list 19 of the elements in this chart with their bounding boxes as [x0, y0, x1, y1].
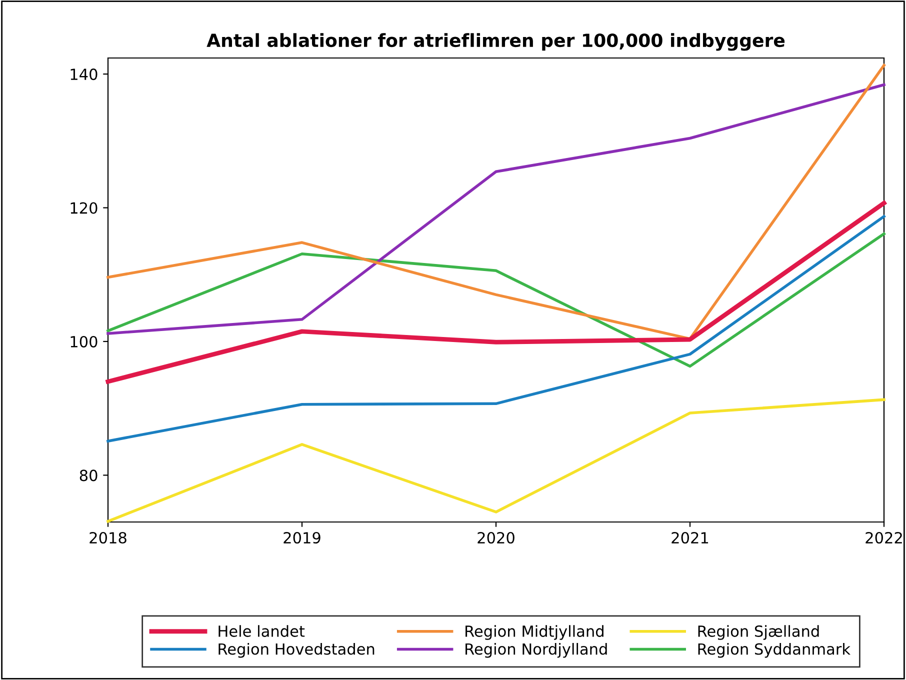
y-tick-label: 100	[70, 336, 98, 348]
line-series	[106, 232, 886, 368]
legend-label: Region Hovedstaden	[218, 642, 374, 658]
chart-title: Antal ablationer for atrieflimren per 100,000 indbyggere	[206, 33, 785, 51]
y-tick-label: 80	[80, 470, 98, 482]
x-tick-label: 2019	[284, 532, 320, 544]
legend-label: Region Sjælland	[698, 625, 819, 640]
line-series	[106, 215, 886, 442]
x-tick-label: 2020	[478, 532, 514, 544]
line-series	[106, 200, 886, 384]
x-tick-label: 2022	[866, 532, 902, 544]
legend-label: Region Syddanmark	[698, 642, 850, 658]
y-tick-label: 140	[70, 68, 98, 80]
x-tick-label: 2018	[90, 532, 126, 544]
legend-label: Hele landet	[218, 625, 305, 637]
legend-label: Region Midtjylland	[466, 625, 604, 640]
y-tick-label: 120	[70, 202, 98, 214]
x-tick-label: 2021	[672, 532, 708, 544]
legend-label: Region Nordjylland	[466, 642, 607, 658]
